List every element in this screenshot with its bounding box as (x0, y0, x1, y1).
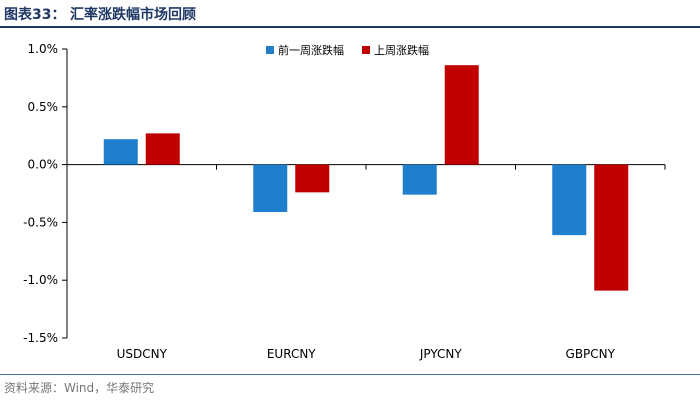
chart-bars (103, 65, 629, 291)
bar-gbpcny-prev-week (552, 164, 587, 236)
bar-jpycny-last-week (444, 65, 479, 165)
legend-swatch (266, 46, 274, 54)
y-tick-label: -0.5% (23, 215, 58, 229)
figure-header: 图表33： 汇率涨跌幅市场回顾 (0, 0, 700, 28)
x-category-label: EURCNY (267, 347, 316, 361)
bar-gbpcny-last-week (594, 164, 629, 291)
y-tick-label: 0.5% (28, 100, 59, 114)
bar-eurcny-last-week (295, 164, 330, 193)
chart-legend: 前一周涨跌幅 上周涨跌幅 (266, 43, 429, 57)
x-category-label: USDCNY (117, 347, 168, 361)
bar-usdcny-prev-week (103, 139, 138, 165)
x-category-label: JPYCNY (419, 347, 463, 361)
figure-title: 汇率涨跌幅市场回顾 (70, 7, 196, 23)
y-tick-label: 1.0% (28, 42, 59, 56)
y-tick-label: -1.0% (23, 273, 58, 287)
legend-label: 前一周涨跌幅 (278, 43, 344, 57)
y-tick-label: -1.5% (23, 331, 58, 345)
source-note: 资料来源：Wind，华泰研究 (4, 381, 155, 395)
footer-rule (0, 374, 700, 375)
bar-chart: 1.0% 0.5% 0.0% -0.5% -1.0% -1.5% USDCNY EURCNY J… (23, 42, 666, 361)
legend-label: 上周涨跌幅 (374, 43, 429, 57)
bar-eurcny-prev-week (253, 164, 288, 212)
y-tick-label: 0.0% (28, 158, 59, 172)
bar-usdcny-last-week (145, 133, 180, 165)
figure-label: 图表33： (4, 7, 66, 23)
header-rule (0, 26, 700, 28)
x-category-label: GBPCNY (566, 347, 616, 361)
bar-jpycny-prev-week (402, 164, 437, 195)
legend-swatch (362, 46, 370, 54)
